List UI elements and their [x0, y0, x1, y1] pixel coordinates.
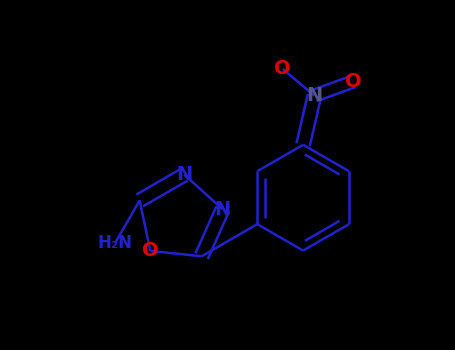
Text: O: O — [142, 241, 159, 260]
Text: N: N — [306, 86, 323, 105]
Text: N: N — [214, 200, 231, 219]
Text: O: O — [274, 60, 291, 78]
Text: N: N — [176, 165, 192, 184]
Text: H₂N: H₂N — [97, 234, 132, 252]
Text: O: O — [345, 72, 362, 91]
